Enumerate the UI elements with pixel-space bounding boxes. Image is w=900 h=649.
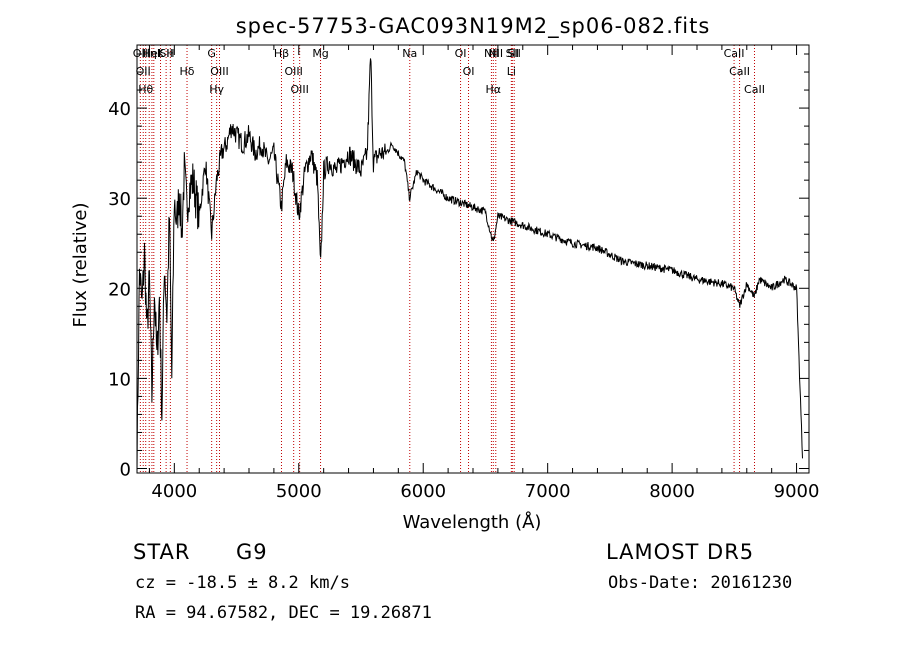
survey-name: LAMOST DR5 <box>606 540 755 564</box>
line-marker-label: SII <box>506 47 519 60</box>
line-marker-label: SII <box>507 47 520 60</box>
line-marker-label: Hα <box>486 83 502 96</box>
y-tick-label: 40 <box>108 99 131 120</box>
line-marker-label: Li <box>507 65 516 78</box>
spectrum-line <box>136 58 803 474</box>
line-marker-label: NII <box>484 47 499 60</box>
line-marker-label: Hη <box>142 47 157 60</box>
line-marker-label: OI <box>463 65 475 78</box>
coordinates: RA = 94.67582, DEC = 19.26871 <box>135 603 432 623</box>
line-marker-label: OIII <box>210 65 228 78</box>
spectral-subclass: G9 <box>236 540 268 564</box>
line-marker-label: Na <box>402 47 417 60</box>
line-marker-label: CaII <box>744 83 765 96</box>
x-axis-ticks: 4000 5000 6000 7000 8000 9000 <box>148 45 820 502</box>
line-marker-label: K <box>157 47 165 60</box>
line-marker-label: HeI <box>143 47 161 60</box>
line-marker-label: Hγ <box>209 83 224 96</box>
line-marker-label: G <box>207 47 216 60</box>
y-tick-label: 10 <box>108 369 131 390</box>
x-tick-label: 7000 <box>525 481 571 502</box>
chart-title: spec-57753-GAC093N19M2_sp06-082.fits <box>236 14 711 39</box>
y-axis-ticks: 0 10 20 30 40 <box>108 53 809 480</box>
line-marker-label: OIII <box>284 65 302 78</box>
emission-line-markers <box>139 45 755 473</box>
y-tick-label: 0 <box>120 459 131 480</box>
x-tick-label: 5000 <box>276 481 322 502</box>
y-tick-label: 30 <box>108 189 131 210</box>
y-axis-label: Flux (relative) <box>70 202 91 327</box>
line-marker-label: OII <box>136 65 151 78</box>
x-tick-label: 8000 <box>649 481 695 502</box>
line-marker-label: Hθ <box>138 83 153 96</box>
line-marker-label: Hδ <box>180 65 195 78</box>
x-tick-label: 9000 <box>774 481 820 502</box>
line-marker-label: Mg <box>312 47 328 60</box>
line-marker-label: CaII <box>724 47 745 60</box>
y-tick-label: 20 <box>108 279 131 300</box>
x-axis-label: Wavelength (Å) <box>403 511 542 533</box>
line-marker-label: OIII <box>290 83 308 96</box>
plot-frame <box>136 44 810 474</box>
redshift-value: cz = -18.5 ± 8.2 km/s <box>135 573 350 593</box>
line-marker-label: OI <box>455 47 467 60</box>
line-marker-label: NII <box>488 47 503 60</box>
object-class: STAR <box>133 540 191 564</box>
x-tick-label: 6000 <box>400 481 446 502</box>
line-marker-label: SII <box>159 47 172 60</box>
x-tick-label: 4000 <box>151 481 197 502</box>
line-marker-label: Hβ <box>274 47 289 60</box>
line-marker-label: CaII <box>729 65 750 78</box>
observation-date: Obs-Date: 20161230 <box>608 573 793 593</box>
line-marker-label: H <box>166 47 174 60</box>
